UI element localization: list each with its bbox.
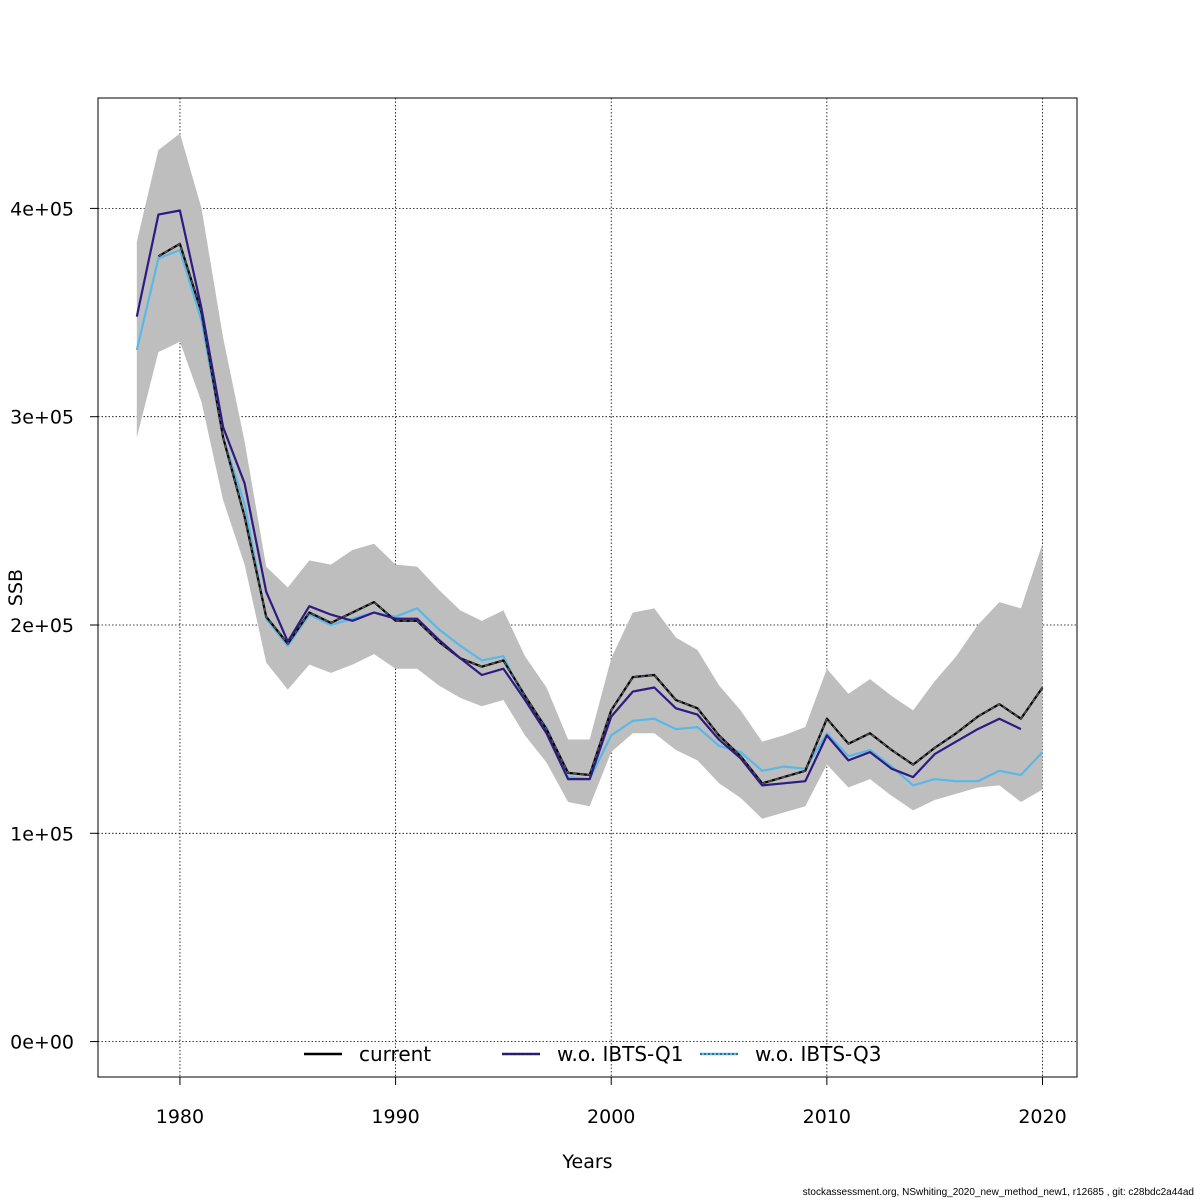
legend: current w.o. IBTS-Q1 w.o. IBTS-Q3 (304, 1042, 881, 1066)
confidence-band-layer (136, 133, 1043, 819)
x-tick-label-2020: 2020 (1018, 1106, 1066, 1128)
y-tick-label-0e+00: 0e+00 (10, 1032, 74, 1054)
confidence-band (136, 133, 1043, 819)
axes: 1980 1990 2000 2010 2020 0e+00 1e+05 2e+05 3e+05… (10, 198, 1067, 1128)
series-line-w-o-ibts-q3 (135, 249, 1044, 787)
series-lines (135, 209, 1044, 787)
gridlines (98, 98, 1077, 1077)
y-tick-label-4e+05: 4e+05 (10, 198, 74, 220)
y-axis-title: SSB (5, 569, 27, 606)
x-tick-label-2000: 2000 (587, 1106, 635, 1128)
legend-label-w-o-ibts-q3: w.o. IBTS-Q3 (755, 1042, 881, 1066)
y-tick-label-3e+05: 3e+05 (10, 407, 74, 429)
legend-label-w-o-ibts-q1: w.o. IBTS-Q1 (557, 1042, 683, 1066)
series-line-w-o-ibts-q1 (135, 209, 1022, 787)
x-tick-label-1990: 1990 (371, 1106, 419, 1128)
y-tick-label-1e+05: 1e+05 (10, 823, 74, 845)
legend-label-current: current (359, 1042, 431, 1066)
x-axis-title: Years (561, 1151, 612, 1173)
footer-credit: stockassessment.org, NSwhiting_2020_new_… (802, 1187, 1194, 1198)
series-line-current-dash (158, 242, 1044, 785)
x-tick-label-2010: 2010 (803, 1106, 851, 1128)
y-tick-label-2e+05: 2e+05 (10, 615, 74, 637)
plot-frame (97, 97, 1078, 1078)
x-tick-label-1980: 1980 (156, 1106, 204, 1128)
